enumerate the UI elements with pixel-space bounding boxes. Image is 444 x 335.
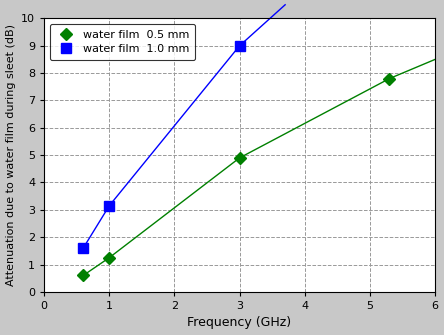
Y-axis label: Attenuation due to water film during sleet (dB): Attenuation due to water film during sle… [6,24,16,286]
water film  0.5 mm [387,77,392,81]
water film  0.5 mm [237,156,242,160]
water film  1.0 mm [237,44,242,48]
water film  1.0 mm [107,204,112,208]
Legend: water film  0.5 mm, water film  1.0 mm: water film 0.5 mm, water film 1.0 mm [50,24,195,60]
X-axis label: Frequency (GHz): Frequency (GHz) [187,317,292,329]
water film  0.5 mm [80,273,86,277]
Line: water film  1.0 mm: water film 1.0 mm [78,41,244,253]
water film  1.0 mm [80,246,86,250]
Line: water film  0.5 mm: water film 0.5 mm [79,74,393,280]
water film  0.5 mm [107,256,112,260]
